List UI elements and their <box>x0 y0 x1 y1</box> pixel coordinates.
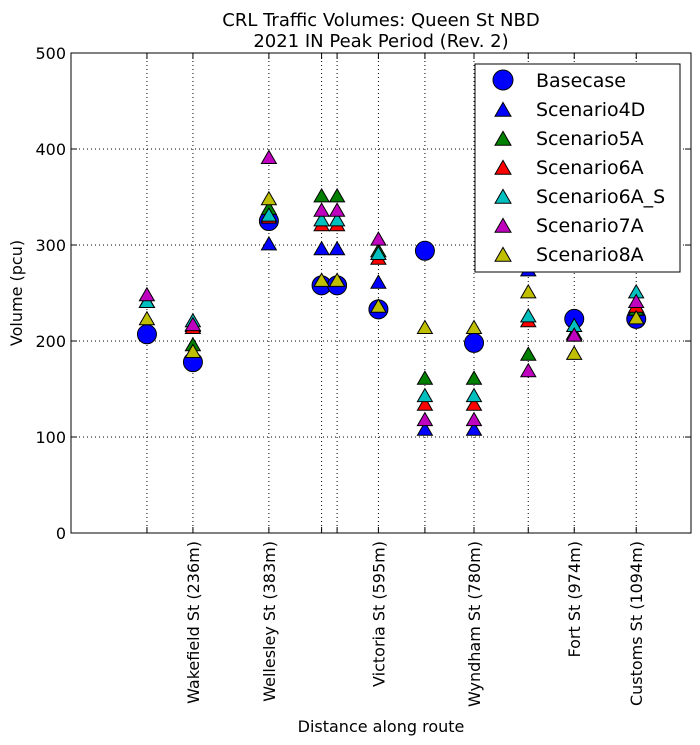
data-point <box>627 309 645 325</box>
legend-marker <box>494 101 512 117</box>
data-point <box>465 370 483 385</box>
data-point <box>260 207 278 222</box>
data-point <box>184 343 202 358</box>
data-point <box>519 346 537 361</box>
data-point <box>519 283 537 299</box>
y-axis-label: Volume (pcu) <box>7 240 26 346</box>
x-tick-label: Customs St (1094m) <box>627 541 646 706</box>
x-tick-label: Fort St (974m) <box>565 541 584 657</box>
plot-area-frame <box>70 52 692 534</box>
data-point <box>313 272 330 287</box>
legend-marker <box>494 159 512 175</box>
data-point <box>136 324 157 345</box>
data-point <box>260 190 278 206</box>
legend-label: Scenario6A_S <box>536 186 665 208</box>
data-point <box>465 387 483 403</box>
legend-marker <box>494 188 512 204</box>
data-point <box>328 211 346 227</box>
data-point <box>328 272 346 287</box>
data-point <box>519 307 537 323</box>
legend-label: Scenario6A <box>536 157 644 179</box>
legend-marker <box>492 69 514 91</box>
data-point <box>370 274 387 289</box>
data-point <box>328 187 346 203</box>
data-point <box>465 411 483 427</box>
data-point <box>416 319 434 334</box>
data-point <box>627 293 645 308</box>
legend: Basecase Scenario4D Scenario5A Scenario6A Sc… <box>474 63 681 273</box>
axis-ticks: 0 100 200 300 400 500 Wakefield St (236m) Welle… <box>35 44 691 707</box>
data-point <box>464 332 484 353</box>
data-point <box>328 202 346 217</box>
data-point <box>313 202 330 217</box>
legend-marker <box>494 130 512 146</box>
legend-marker <box>494 217 512 233</box>
x-tick-label: Wellesley St (383m) <box>260 541 279 702</box>
data-point <box>416 370 434 385</box>
data-point <box>519 362 537 378</box>
data-point <box>416 396 434 411</box>
data-point <box>565 327 583 342</box>
series-scenario7a <box>138 149 645 427</box>
data-point <box>313 187 330 203</box>
x-tick-label: Victoria St (595m) <box>369 541 388 687</box>
data-point <box>416 421 434 436</box>
data-point <box>465 396 483 411</box>
data-point <box>416 411 434 427</box>
data-point <box>465 319 483 334</box>
y-tick-label: 500 <box>35 44 66 63</box>
y-tick-label: 200 <box>35 332 66 351</box>
data-point <box>260 235 278 251</box>
data-point <box>313 211 330 227</box>
y-tick-label: 300 <box>35 236 66 255</box>
legend-items: Basecase Scenario4D Scenario5A Scenario6A Sc… <box>492 69 665 266</box>
legend-label: Scenario5A <box>536 128 644 150</box>
x-tick-label: Wakefield St (236m) <box>184 541 203 704</box>
data-point <box>184 316 202 332</box>
legend-marker <box>494 246 512 262</box>
chart-title: CRL Traffic Volumes: Queen St NBD <box>222 10 539 31</box>
data-point <box>260 149 278 164</box>
x-tick-label: Wyndham St (780m) <box>465 541 484 707</box>
y-tick-label: 400 <box>35 140 66 159</box>
data-point <box>138 310 156 326</box>
y-tick-label: 0 <box>56 524 66 543</box>
legend-box <box>474 63 681 273</box>
legend-label: Scenario8A <box>536 244 644 266</box>
data-point <box>565 345 583 360</box>
legend-label: Scenario7A <box>536 215 644 237</box>
chart-subtitle: 2021 IN Peak Period (Rev. 2) <box>253 31 508 52</box>
data-point <box>370 245 387 260</box>
data-point <box>465 421 483 436</box>
legend-label: Basecase <box>536 70 626 92</box>
x-axis-label: Distance along route <box>298 717 465 736</box>
legend-label: Scenario4D <box>536 99 645 121</box>
data-point <box>414 240 435 261</box>
data-point <box>370 231 387 246</box>
series-scenario8a <box>138 190 645 360</box>
data-point <box>328 240 346 256</box>
data-point <box>370 298 387 313</box>
data-point <box>138 286 156 302</box>
data-point <box>416 387 434 403</box>
y-tick-label: 100 <box>35 428 66 447</box>
data-point <box>313 240 330 256</box>
